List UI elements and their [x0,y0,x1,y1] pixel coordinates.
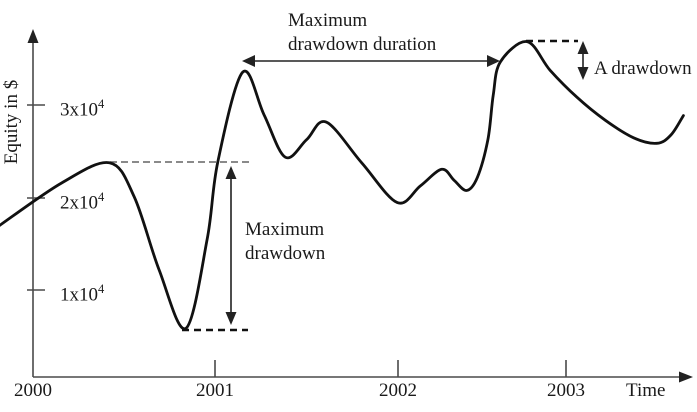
max-drawdown-arrow-bottom-head-icon [225,312,237,325]
max-drawdown-label-line2: drawdown [245,243,326,264]
y-tick-base: 3x10 [60,99,98,121]
y-tick-label-3e4: 3x104 [60,93,104,121]
max-drawdown-label-line1: Maximum [245,219,325,240]
x-axis-label: Time [626,380,666,401]
max-drawdown-duration-label: Maximum drawdown duration [288,9,436,57]
y-tick-label-2e4: 2x104 [60,186,104,214]
x-tick-label-2003: 2003 [547,380,585,401]
y-tick-exponent: 4 [98,282,105,296]
duration-arrow-right-head-icon [487,55,500,67]
y-axis-label: Equity in $ [1,79,22,165]
equity-curve [0,40,685,330]
max-drawdown-arrow-top-head-icon [225,166,237,179]
x-tick-label-2002: 2002 [379,380,417,401]
y-axis-arrowhead-icon [27,29,39,43]
y-tick-exponent: 4 [98,97,105,111]
max-drawdown-label: Maximum drawdown [245,218,325,266]
max-drawdown-duration-label-line1: Maximum [288,10,368,31]
x-tick-label-2001: 2001 [196,380,234,401]
y-tick-base: 1x10 [60,284,98,306]
max-drawdown-duration-label-line2: drawdown duration [288,34,437,55]
y-tick-base: 2x10 [60,192,98,214]
a-drawdown-arrow-bottom-head-icon [577,67,589,80]
a-drawdown-label: A drawdown [594,58,692,79]
a-drawdown-arrow-top-head-icon [577,41,589,54]
y-tick-exponent: 4 [98,190,105,204]
x-axis-arrowhead-icon [679,371,693,383]
y-tick-label-1e4: 1x104 [60,278,104,306]
x-tick-label-2000: 2000 [14,380,52,401]
duration-arrow-left-head-icon [242,55,255,67]
